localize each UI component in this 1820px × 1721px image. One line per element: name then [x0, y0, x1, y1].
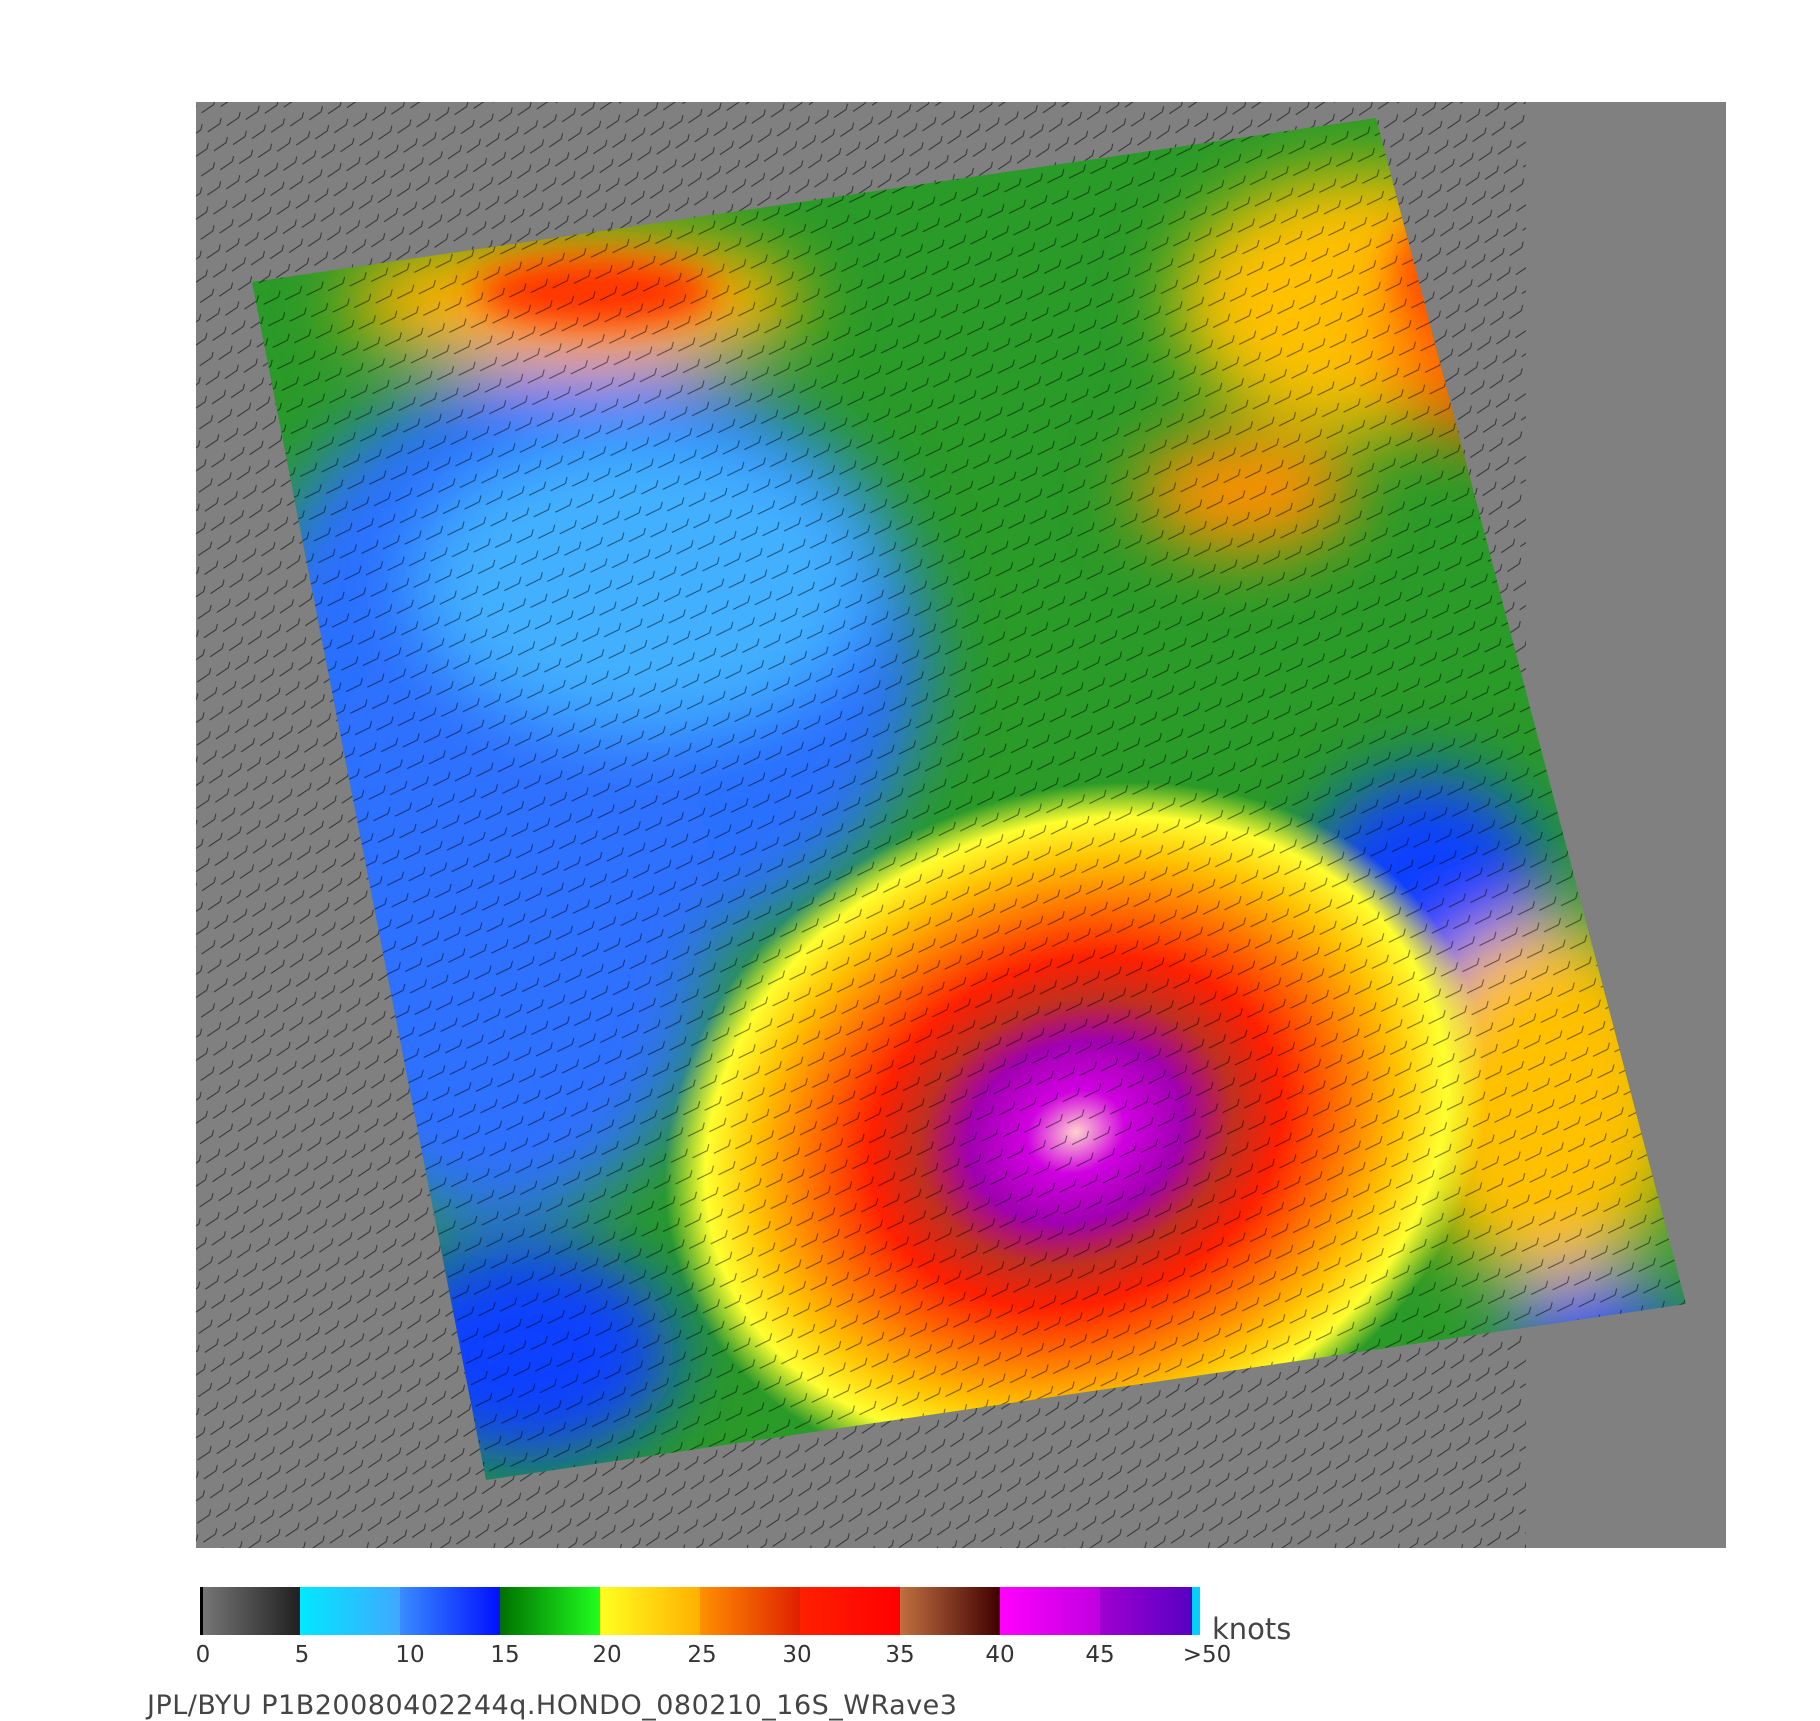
colorbar-segment: [800, 1587, 900, 1635]
colorbar-tick: 35: [885, 1642, 915, 1668]
colorbar-tick: 5: [294, 1642, 310, 1668]
colorbar-tick: 15: [490, 1642, 520, 1668]
footer-label: JPL/BYU P1B20080402244q.HONDO_080210_16S…: [147, 1690, 958, 1721]
colorbar-tick: 0: [195, 1642, 211, 1668]
colorbar-segment: [500, 1587, 600, 1635]
colorbar-tick: 30: [782, 1642, 812, 1668]
colorbar-segment: [400, 1587, 500, 1635]
wind-plot-area: [196, 102, 1726, 1548]
colorbar-segment: [900, 1587, 1000, 1635]
colorbar-tick: 25: [687, 1642, 717, 1668]
colorbar-tick: 40: [985, 1642, 1015, 1668]
colorbar-end-marker: [1192, 1587, 1200, 1635]
colorbar-tick: 10: [395, 1642, 425, 1668]
units-label: knots: [1212, 1612, 1292, 1646]
colorbar-start-marker: [200, 1587, 203, 1635]
colorbar-segment: [200, 1587, 300, 1635]
scatterometer-swath: [196, 102, 1686, 1548]
colorbar-segment: [600, 1587, 700, 1635]
colorbar-segment: [1000, 1587, 1100, 1635]
colorbar-tick: 20: [592, 1642, 622, 1668]
colorbar-tick: 45: [1085, 1642, 1115, 1668]
colorbar-tick: >50: [1182, 1642, 1232, 1668]
colorbar-segment: [700, 1587, 800, 1635]
colorbar: [200, 1587, 1200, 1635]
colorbar-segment: [1100, 1587, 1200, 1635]
colorbar-segment: [300, 1587, 400, 1635]
